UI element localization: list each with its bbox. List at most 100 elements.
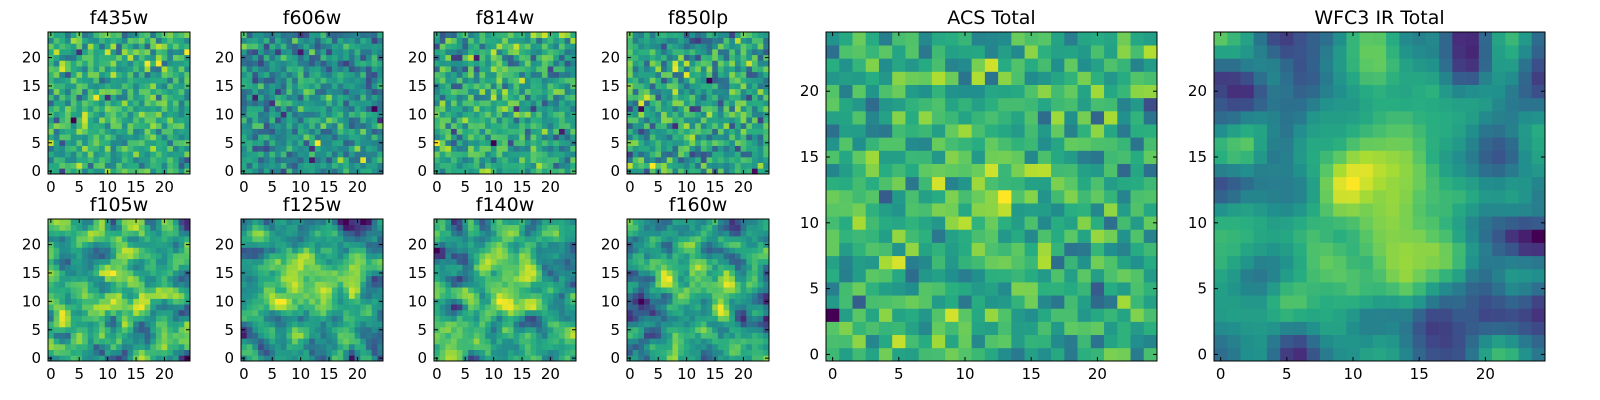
heatmap-cell — [502, 94, 509, 101]
x-tick-label: 10 — [677, 178, 696, 196]
heatmap-cell — [184, 264, 191, 271]
heatmap-cell — [717, 326, 724, 333]
heatmap-cell — [76, 49, 83, 56]
heatmap-cell — [717, 66, 724, 73]
heatmap-cell — [729, 326, 736, 333]
heatmap-cell — [365, 83, 372, 90]
heatmap-cell — [734, 298, 741, 305]
heatmap-cell — [570, 134, 577, 141]
heatmap-cell — [150, 309, 157, 316]
heatmap-cell — [343, 321, 350, 328]
heatmap-cell — [700, 117, 707, 124]
heatmap-cell — [320, 122, 327, 129]
heatmap-cell — [309, 37, 316, 44]
heatmap-cell — [65, 111, 72, 118]
heatmap-cell — [320, 134, 327, 141]
heatmap-cell — [530, 270, 537, 277]
heatmap-cell — [456, 315, 463, 322]
heatmap-cell — [297, 236, 304, 243]
heatmap-cell — [638, 43, 645, 50]
heatmap-cell — [655, 349, 662, 356]
heatmap-cell — [468, 309, 475, 316]
heatmap-cell — [155, 355, 162, 362]
heatmap-cell — [371, 219, 378, 226]
heatmap-cell — [672, 168, 679, 175]
heatmap-cell — [717, 32, 724, 39]
heatmap-cell — [524, 43, 531, 50]
heatmap-cell — [48, 281, 55, 288]
heatmap-cell — [172, 168, 179, 175]
heatmap-cell — [536, 122, 543, 129]
heatmap-cell — [161, 37, 168, 44]
heatmap-cell — [65, 94, 72, 101]
heatmap-cell — [65, 32, 72, 39]
heatmap-cell — [468, 332, 475, 339]
heatmap-cell — [757, 83, 764, 90]
heatmap-cell — [456, 94, 463, 101]
heatmap-cell — [751, 168, 758, 175]
heatmap-cell — [496, 275, 503, 282]
heatmap-cell — [292, 151, 299, 158]
heatmap-cell — [524, 134, 531, 141]
heatmap-cell — [65, 156, 72, 163]
heatmap-cell — [121, 139, 128, 146]
heatmap-cell — [490, 139, 497, 146]
heatmap-cell — [343, 145, 350, 152]
heatmap-cell — [666, 145, 673, 152]
heatmap-cell — [456, 241, 463, 248]
heatmap-cell — [53, 128, 60, 135]
heatmap-cell — [314, 247, 321, 254]
heatmap-cell — [263, 128, 270, 135]
heatmap-cell — [530, 258, 537, 265]
heatmap-cell — [632, 326, 639, 333]
heatmap-cell — [360, 270, 367, 277]
heatmap-cell — [451, 128, 458, 135]
heatmap-cell — [496, 281, 503, 288]
heatmap-cell — [666, 139, 673, 146]
heatmap-cell — [326, 236, 333, 243]
heatmap-cell — [297, 151, 304, 158]
heatmap-cell — [303, 71, 310, 78]
heatmap-cell — [82, 128, 89, 135]
heatmap-cell — [763, 309, 770, 316]
heatmap-cell — [666, 349, 673, 356]
heatmap-cell — [116, 111, 123, 118]
heatmap-cell — [280, 298, 287, 305]
heatmap-cell — [326, 83, 333, 90]
heatmap-cell — [371, 321, 378, 328]
heatmap-cell — [678, 292, 685, 299]
heatmap-cell — [365, 49, 372, 56]
heatmap-cell — [717, 49, 724, 56]
heatmap-cell — [751, 151, 758, 158]
heatmap-cell — [133, 326, 140, 333]
heatmap-cell — [343, 117, 350, 124]
heatmap-cell — [434, 100, 441, 107]
heatmap-cell — [661, 117, 668, 124]
heatmap-cell — [462, 338, 469, 345]
heatmap-cell — [303, 139, 310, 146]
heatmap-cell — [348, 122, 355, 129]
heatmap-cell — [683, 134, 690, 141]
heatmap-cell — [536, 349, 543, 356]
heatmap-cell — [110, 128, 117, 135]
heatmap-cell — [700, 275, 707, 282]
heatmap-cell — [632, 275, 639, 282]
heatmap-cells — [434, 32, 577, 175]
heatmap-cell — [689, 309, 696, 316]
heatmap-cell — [763, 321, 770, 328]
heatmap-cell — [371, 281, 378, 288]
heatmap-cell — [246, 349, 253, 356]
heatmap-cell — [485, 111, 492, 118]
heatmap-cell — [246, 332, 253, 339]
heatmap-cell — [309, 241, 316, 248]
heatmap-cell — [519, 128, 526, 135]
heatmap-cell — [672, 139, 679, 146]
heatmap-cell — [502, 77, 509, 84]
heatmap-cell — [104, 247, 111, 254]
heatmap-cell — [541, 219, 548, 226]
heatmap-cell — [751, 349, 758, 356]
heatmap-cell — [473, 43, 480, 50]
heatmap-cell — [717, 298, 724, 305]
heatmap-cell — [155, 54, 162, 61]
heatmap-cell — [110, 236, 117, 243]
